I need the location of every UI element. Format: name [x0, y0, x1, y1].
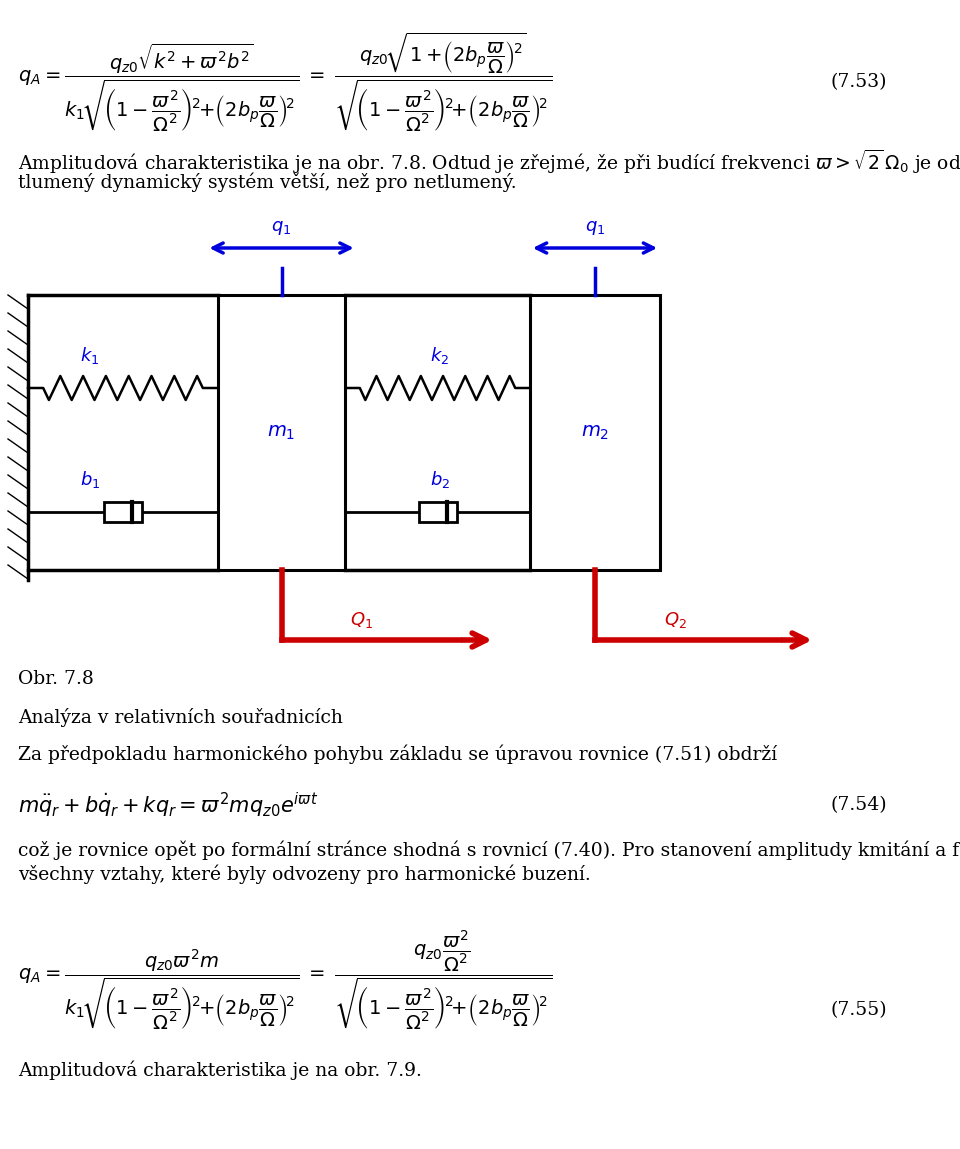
Bar: [218, 295, 345, 570]
Bar: [530, 295, 660, 570]
Text: $m_2$: $m_2$: [581, 423, 610, 441]
Text: $m_1$: $m_1$: [267, 423, 296, 441]
Text: (7.54): (7.54): [830, 796, 887, 813]
Text: $q_A = \dfrac{q_{z0}\sqrt{k^2 + \varpi^2 b^2}}{k_1\!\sqrt{\!\left(1-\dfrac{\varp: $q_A = \dfrac{q_{z0}\sqrt{k^2 + \varpi^2…: [18, 30, 552, 133]
Text: (7.55): (7.55): [830, 1001, 887, 1019]
Text: což je rovnice opět po formální stránce shodná s rovnicí (7.40). Pro stanovení a: což je rovnice opět po formální stránce …: [18, 840, 960, 859]
Bar: [419, 502, 457, 522]
Text: $b_1$: $b_1$: [80, 470, 100, 491]
Text: $k_1$: $k_1$: [81, 345, 100, 365]
Text: $b_2$: $b_2$: [430, 470, 450, 491]
Text: Obr. 7.8: Obr. 7.8: [18, 670, 94, 688]
Text: $q_1$: $q_1$: [272, 219, 292, 237]
Text: tlumený dynamický systém větší, než pro netlumený.: tlumený dynamický systém větší, než pro …: [18, 172, 516, 192]
Text: $Q_2$: $Q_2$: [663, 610, 686, 630]
Text: Za předpokladu harmonického pohybu základu se úpravou rovnice (7.51) obdrží: Za předpokladu harmonického pohybu zákla…: [18, 745, 778, 764]
Text: $m\ddot{q}_r + b\dot{q}_r + kq_r = \varpi^2 m q_{z0} e^{i\varpi t}$: $m\ddot{q}_r + b\dot{q}_r + kq_r = \varp…: [18, 791, 319, 819]
Text: Amplitudová charakteristika je na obr. 7.8. Odtud je zřejmé, že při budící frekv: Amplitudová charakteristika je na obr. 7…: [18, 148, 960, 176]
Text: $Q_1$: $Q_1$: [350, 610, 373, 630]
Text: $q_1$: $q_1$: [585, 219, 605, 237]
Text: všechny vztahy, které byly odvozeny pro harmonické buzení.: všechny vztahy, které byly odvozeny pro …: [18, 864, 590, 884]
Text: Analýza v relativních souřadnicích: Analýza v relativních souřadnicích: [18, 708, 343, 727]
Bar: [104, 502, 142, 522]
Text: (7.53): (7.53): [830, 74, 886, 91]
Text: $k_2$: $k_2$: [430, 345, 449, 365]
Text: $q_A = \dfrac{q_{z0}\varpi^2 m}{k_1\!\sqrt{\!\left(1-\dfrac{\varpi^2}{\Omega^2}\: $q_A = \dfrac{q_{z0}\varpi^2 m}{k_1\!\sq…: [18, 928, 552, 1032]
Text: Amplitudová charakteristika je na obr. 7.9.: Amplitudová charakteristika je na obr. 7…: [18, 1061, 421, 1080]
